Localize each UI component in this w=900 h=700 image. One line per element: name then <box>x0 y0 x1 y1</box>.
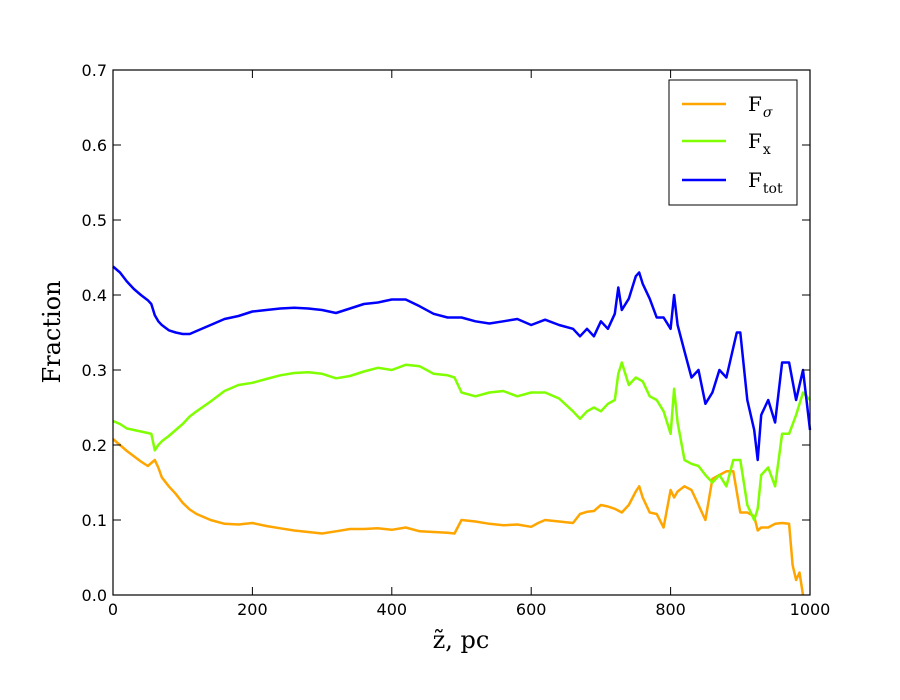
x-tick-label: 1000 <box>790 600 831 619</box>
x-tick-label: 800 <box>655 600 686 619</box>
legend-label-f-sigma: Fσ <box>748 92 773 121</box>
y-tick-label: 0.1 <box>82 511 107 530</box>
series-layer <box>112 265 812 596</box>
ticks-layer: 0 200 400 600 800 1000 0.0 0.1 0.2 0.3 0.4 0.5 0.6 0.… <box>82 61 831 619</box>
y-tick-label: 0.4 <box>82 286 107 305</box>
series-line-tot-2 <box>112 265 812 462</box>
x-axis-label: z̃, pc <box>433 626 490 654</box>
y-tick-label: 0.0 <box>82 586 107 605</box>
y-tick-label: 0.5 <box>82 211 107 230</box>
x-tick-label: 400 <box>377 600 408 619</box>
y-tick-label: 0.6 <box>82 136 107 155</box>
x-tick-label: 0 <box>108 600 118 619</box>
legend: Fσ Fx Ftot <box>668 79 798 206</box>
series-line-x-1 <box>112 361 811 522</box>
y-tick-label: 0.7 <box>82 61 107 80</box>
plot-frame <box>112 69 811 596</box>
legend-frame <box>668 79 798 206</box>
x-tick-label: 200 <box>237 600 268 619</box>
y-tick-label: 0.2 <box>82 436 107 455</box>
y-axis-label: Fraction <box>38 280 66 383</box>
y-tick-label: 0.3 <box>82 361 107 380</box>
legend-label-f-x: Fx <box>748 129 771 158</box>
legend-label-f-tot: Ftot <box>748 168 783 197</box>
x-tick-label: 600 <box>516 600 547 619</box>
